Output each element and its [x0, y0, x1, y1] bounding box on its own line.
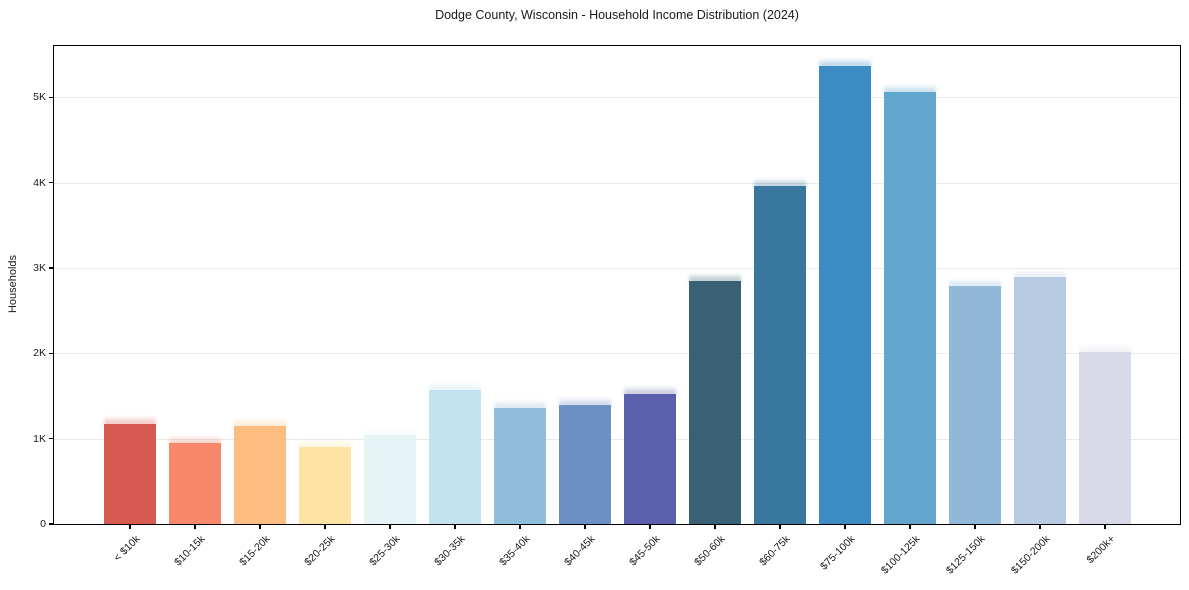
x-tick-mark — [649, 525, 651, 529]
bar-top-fade — [754, 177, 806, 187]
gridline — [54, 267, 1180, 269]
bar — [559, 397, 611, 524]
bar — [299, 439, 351, 524]
x-tick-mark — [324, 525, 326, 529]
bar — [169, 435, 221, 524]
x-tick-mark — [714, 525, 716, 529]
x-tick-mark — [389, 525, 391, 529]
bar — [429, 382, 481, 524]
y-tick-mark — [49, 523, 53, 525]
x-tick-label: $30-35k — [432, 533, 468, 569]
x-tick-mark — [779, 525, 781, 529]
x-tick-mark — [259, 525, 261, 529]
bar-top-fade — [689, 273, 741, 283]
x-tick-label: $25-30k — [367, 533, 403, 569]
y-axis-label: Households — [7, 254, 19, 314]
bar — [754, 177, 806, 524]
x-tick-label: $200k+ — [1084, 533, 1118, 567]
bar — [104, 415, 156, 524]
y-tick-mark — [49, 437, 53, 440]
x-tick-mark — [129, 525, 131, 529]
bar — [819, 57, 871, 524]
bar-top-fade — [819, 57, 871, 67]
bar-top-fade — [624, 385, 676, 395]
x-tick-label: $45-50k — [627, 533, 663, 569]
x-tick-label: $125-150k — [943, 533, 988, 577]
y-tick-label: 2K — [33, 347, 46, 360]
bar-top-fade — [1014, 268, 1066, 278]
y-tick-label: 1K — [33, 432, 46, 445]
x-tick-label: $50-60k — [692, 533, 728, 569]
y-tick-label: 3K — [33, 261, 46, 274]
x-tick-label: $100-125k — [878, 533, 923, 577]
x-tick-label: $15-20k — [237, 533, 273, 569]
x-tick-mark — [519, 525, 521, 529]
x-tick-label: $40-45k — [562, 533, 598, 569]
x-tick-label: $75-100k — [818, 533, 858, 573]
bar-top-fade — [169, 435, 221, 445]
y-tick-mark — [49, 96, 53, 98]
bar-top-fade — [104, 415, 156, 425]
y-tick-label: 4K — [33, 176, 46, 189]
bar — [364, 426, 416, 524]
x-tick-label: $60-75k — [757, 533, 793, 569]
bar-top-fade — [949, 277, 1001, 287]
y-tick-mark — [49, 267, 53, 269]
chart-title: Dodge County, Wisconsin - Household Inco… — [435, 8, 799, 22]
bar — [884, 83, 936, 524]
gridline — [54, 353, 1180, 355]
bar — [494, 400, 546, 524]
x-tick-mark — [584, 525, 586, 529]
bar-top-fade — [1079, 344, 1131, 354]
x-tick-label: $35-40k — [497, 533, 533, 569]
bar-top-fade — [884, 83, 936, 93]
x-tick-mark — [1104, 525, 1106, 529]
bar-top-fade — [494, 400, 546, 410]
y-tick-mark — [49, 352, 53, 354]
gridline — [54, 438, 1180, 440]
y-tick-mark — [49, 181, 53, 184]
bar — [1014, 268, 1066, 524]
x-tick-label: $20-25k — [302, 533, 338, 569]
y-tick-label: 0 — [40, 518, 46, 530]
y-tick-label: 5K — [33, 91, 46, 104]
x-tick-mark — [974, 525, 976, 529]
x-tick-label: < $10k — [111, 533, 143, 564]
bar-top-fade — [429, 382, 481, 391]
x-tick-mark — [194, 525, 196, 529]
x-tick-mark — [844, 525, 846, 529]
bar — [1079, 344, 1131, 524]
bar — [689, 273, 741, 524]
bar-top-fade — [299, 439, 351, 449]
x-tick-mark — [909, 525, 911, 529]
x-tick-mark — [1039, 525, 1041, 529]
gridline — [54, 97, 1180, 99]
gridline — [54, 182, 1180, 184]
bar — [949, 277, 1001, 524]
bar-top-fade — [364, 426, 416, 436]
plot-area — [53, 45, 1181, 525]
x-tick-mark — [454, 525, 456, 529]
x-tick-label: $150-200k — [1008, 533, 1053, 577]
bar-top-fade — [234, 418, 286, 428]
bar — [234, 418, 286, 524]
x-tick-label: $10-15k — [172, 533, 208, 569]
bar-top-fade — [559, 397, 611, 407]
bar — [624, 385, 676, 524]
